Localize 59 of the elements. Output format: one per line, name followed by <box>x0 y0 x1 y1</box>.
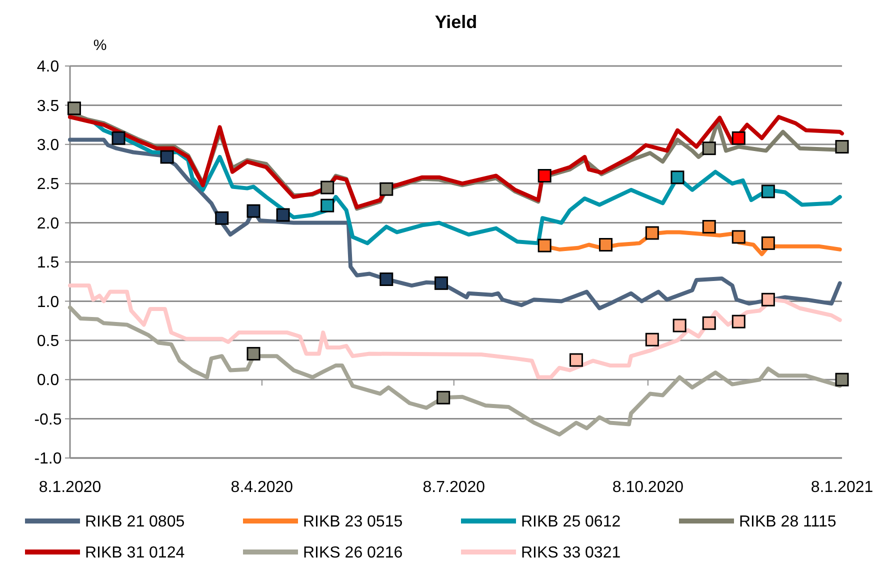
y-tick-label: 0.5 <box>36 333 60 350</box>
legend-label: RIKB 21 0805 <box>85 514 185 531</box>
x-tick-label: 8.4.2020 <box>230 479 294 496</box>
point <box>732 314 746 328</box>
x-tick-label: 8.1.2021 <box>810 479 874 496</box>
point <box>732 230 746 244</box>
y-tick-label: 2.0 <box>36 215 60 232</box>
point <box>320 198 334 212</box>
y-tick-label: 2.5 <box>36 176 60 194</box>
point <box>702 142 716 156</box>
legend-label: RIKS 26 0216 <box>303 544 403 562</box>
point <box>702 316 716 330</box>
point <box>670 170 684 184</box>
point <box>835 372 849 386</box>
y-tick-label: 3.0 <box>36 137 60 154</box>
y-axis-title: % <box>93 37 107 54</box>
x-tick-label: 8.1.2020 <box>38 479 102 496</box>
point <box>538 238 552 252</box>
point <box>246 204 260 218</box>
point <box>761 292 775 306</box>
point <box>761 236 775 250</box>
y-tick-label: 3.5 <box>36 98 60 115</box>
point <box>672 318 686 332</box>
point <box>380 182 394 196</box>
point <box>67 102 81 116</box>
point <box>835 140 849 154</box>
point <box>645 226 659 240</box>
point <box>320 180 334 194</box>
point <box>569 353 583 367</box>
line-series <box>68 284 842 380</box>
legend-label: RIKB 28 1115 <box>739 514 836 531</box>
y-tick-label: -1.0 <box>34 450 62 468</box>
point <box>380 272 394 286</box>
legend-label: RIKB 31 0124 <box>85 544 185 562</box>
point <box>436 390 450 404</box>
point <box>112 131 126 145</box>
point <box>215 211 229 225</box>
point <box>160 150 174 164</box>
line-series <box>68 138 842 310</box>
y-tick-label: 1.5 <box>36 254 60 272</box>
x-tick-label: 8.7.2020 <box>422 479 486 496</box>
y-tick-label: 1.0 <box>36 294 60 311</box>
point <box>276 208 290 222</box>
point <box>434 276 448 290</box>
point <box>246 346 260 360</box>
point <box>645 332 659 346</box>
point <box>761 184 775 198</box>
chart-title: Yield <box>434 12 478 32</box>
legend-label: RIKS 33 0321 <box>521 544 621 562</box>
legend-label: RIKB 23 0515 <box>303 514 403 531</box>
point <box>538 169 552 183</box>
y-tick-label: 4.0 <box>36 58 60 76</box>
point <box>732 131 746 145</box>
x-tick-label: 8.10.2020 <box>612 479 684 496</box>
point <box>702 220 716 234</box>
y-tick-label: -0.5 <box>34 411 62 428</box>
legend-label: RIKB 25 0612 <box>521 514 621 531</box>
point <box>599 238 613 252</box>
y-tick-label: 0.0 <box>36 372 60 390</box>
